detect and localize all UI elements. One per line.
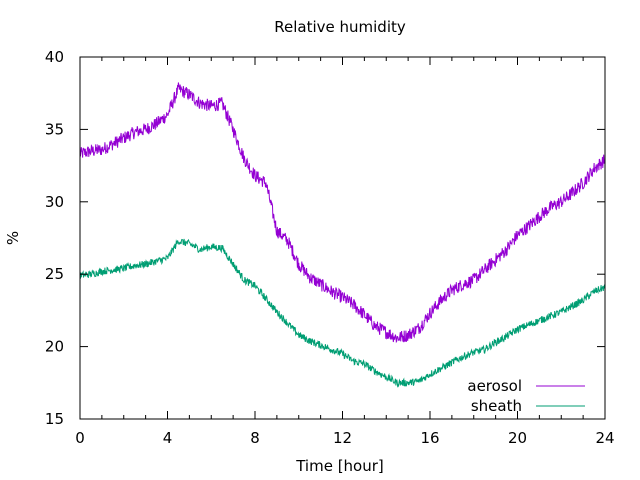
plot-lines: [79, 82, 606, 388]
x-tick-label: 24: [595, 429, 614, 447]
x-tick-label: 4: [163, 429, 173, 447]
y-axis-label: %: [4, 231, 22, 245]
y-tick-label: 30: [45, 193, 64, 211]
y-tick-label: 35: [45, 120, 64, 138]
legend-label: aerosol: [467, 377, 522, 395]
plot-frame: [79, 56, 606, 420]
axis-ticks: 0 4 8 12 16 20 24 15 20 25 30 35 40: [45, 48, 615, 447]
x-tick-label: 16: [420, 429, 439, 447]
y-tick-label: 40: [45, 48, 64, 66]
legend: aerosol sheath: [467, 377, 585, 415]
x-axis-label: Time [hour]: [295, 457, 384, 475]
y-tick-label: 15: [45, 410, 64, 428]
legend-label: sheath: [471, 397, 522, 415]
x-tick-label: 12: [333, 429, 352, 447]
x-tick-label: 0: [75, 429, 85, 447]
y-tick-label: 25: [45, 265, 64, 283]
series-line-aerosol: [79, 82, 606, 344]
x-tick-label: 8: [250, 429, 260, 447]
y-tick-label: 20: [45, 338, 64, 356]
chart-title: Relative humidity: [274, 18, 406, 36]
x-tick-label: 20: [508, 429, 527, 447]
series-line-sheath: [79, 238, 606, 388]
